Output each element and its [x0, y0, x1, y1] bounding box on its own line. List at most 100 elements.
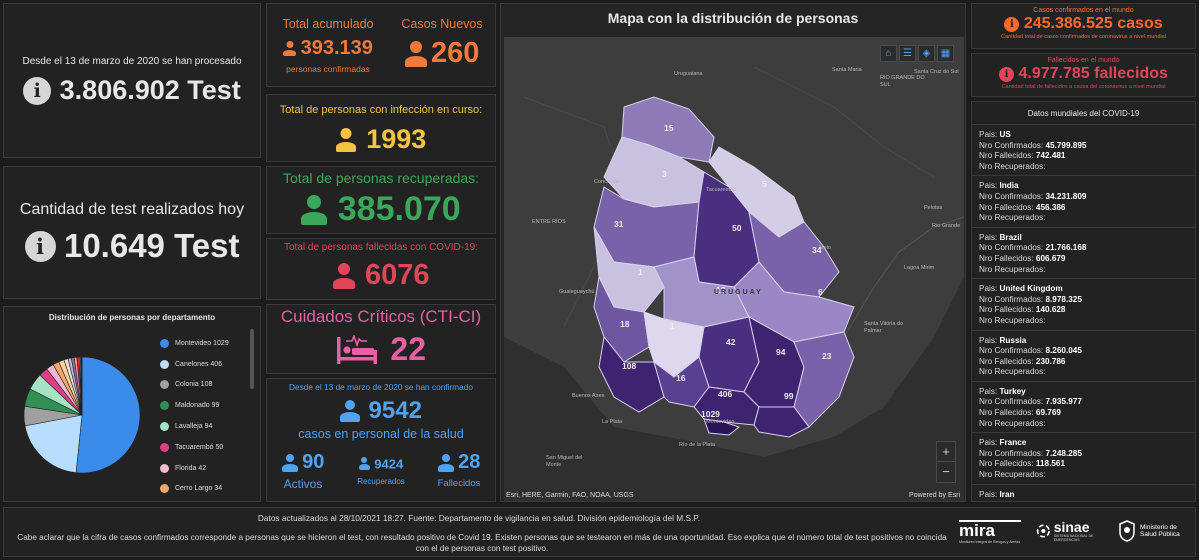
map-department-value[interactable]: 15 [664, 123, 674, 133]
legend-swatch [160, 484, 169, 494]
home-icon[interactable]: ⌂ [880, 45, 897, 62]
country-field-value: 8.260.045 [1045, 346, 1082, 356]
country-field-key: Nro Fallecidos: [979, 459, 1034, 469]
country-entry[interactable]: Pais: India Nro Confirmados: 34.231.809 Nr… [972, 176, 1195, 228]
tests-today-panel: Cantidad de test realizados hoy i 10.649… [3, 166, 261, 299]
department-pie-chart[interactable] [12, 345, 152, 485]
salud-activos-value: 90 [302, 451, 325, 473]
map-powered-by[interactable]: Powered by Esri [909, 492, 960, 499]
zoom-out-button[interactable]: − [942, 464, 950, 479]
world-list-panel: Datos mundiales del COVID-19 Pais: US Nro… [971, 101, 1196, 502]
country-entry[interactable]: Pais: France Nro Confirmados: 7.248.285 Nr… [972, 433, 1195, 485]
basemap-icon[interactable]: ▦ [937, 45, 954, 62]
country-entry[interactable]: Pais: US Nro Confirmados: 45.799.895 Nro F… [972, 125, 1195, 177]
pie-title: Distribución de personas por departament… [48, 313, 216, 322]
salud-fallecidos-value: 28 [458, 451, 481, 473]
country-field-key: Nro Confirmados: [979, 397, 1044, 407]
world-deaths-value: 4.977.785 fallecidos [1018, 65, 1168, 82]
map-department-value[interactable]: 16 [676, 373, 686, 383]
legend-item[interactable]: Paysandú 31 [160, 499, 250, 501]
map-department-value[interactable]: 5 [762, 179, 767, 189]
map-canvas [504, 66, 964, 501]
country-field-value: 7.248.285 [1045, 448, 1082, 458]
map-department-value[interactable]: 34 [812, 245, 822, 255]
country-field-key: Pais: [979, 181, 998, 191]
country-field-value: 140.628 [1035, 305, 1066, 315]
legend-item[interactable]: Lavalleja 94 [160, 416, 250, 437]
tests-today-caption: Cantidad de test realizados hoy [19, 201, 245, 218]
country-entry[interactable]: Pais: United Kingdom Nro Confirmados: 8.9… [972, 279, 1195, 331]
map-department-value[interactable]: 6 [818, 287, 823, 297]
pie-slice[interactable] [24, 414, 83, 474]
map-department-value[interactable]: 94 [776, 347, 786, 357]
pie-slice[interactable] [75, 356, 141, 474]
map-department-value[interactable]: 31 [614, 219, 624, 229]
map-department-value[interactable]: 23 [822, 351, 832, 361]
info-icon: i [999, 66, 1015, 82]
sinae-logo: sinae SISTEMA NACIONAL DE EMERGENCIAS [1036, 520, 1108, 542]
info-icon: i [23, 76, 52, 105]
salud-recuperados-value: 9424 [374, 456, 404, 472]
country-entry[interactable]: Pais: Russia Nro Confirmados: 8.260.045 Nr… [972, 331, 1195, 382]
country-field-key: Nro Confirmados: [979, 448, 1044, 458]
legend-item[interactable]: Canelones 406 [160, 354, 250, 375]
zoom-controls: + − [936, 441, 956, 483]
map-department-value[interactable]: 1 [670, 321, 675, 331]
country-field-key: Pais: [979, 284, 998, 294]
legend-item[interactable]: Montevideo 1029 [160, 333, 250, 354]
map-department-value[interactable]: 99 [784, 391, 794, 401]
map-department-value[interactable]: 1029 [701, 409, 720, 419]
country-field-key: Pais: [979, 232, 998, 242]
legend-item[interactable]: Tacuarembó 50 [160, 437, 250, 458]
country-field-key: Pais: [979, 335, 998, 345]
map-place-label: Uruguaiana [674, 71, 703, 77]
tests-today-value: 10.649 Test [63, 227, 240, 264]
country-entry[interactable]: Pais: IranNro Confirmados: 5.899.509Nro … [972, 485, 1195, 501]
cti-title: Cuidados Críticos (CTI-CI) [280, 307, 482, 326]
map-department-value[interactable]: 406 [718, 389, 733, 399]
country-field-key: Nro Recuperados: [979, 418, 1046, 428]
casos-nuevos-value: 260 [431, 37, 480, 69]
world-country-list[interactable]: Pais: US Nro Confirmados: 45.799.895 Nro F… [972, 125, 1195, 501]
world-cases-sub: Cantidad total de casos confirmados de c… [1001, 34, 1166, 41]
map-place-label: Santa Cruz do Sul [914, 69, 959, 75]
country-entry[interactable]: Pais: Brazil Nro Confirmados: 21.766.168 N… [972, 228, 1195, 280]
totals-panel: Total acumulado 393.139 personas confirm… [266, 3, 496, 87]
map-place-label: Rio Grande [932, 223, 961, 229]
map-department-value[interactable]: 1 [638, 267, 643, 277]
person-icon [301, 194, 328, 225]
map-place-label: Montevideo [706, 419, 735, 425]
map-department-value[interactable]: 42 [726, 337, 736, 347]
country-field-value: Brazil [999, 232, 1022, 242]
tests-total-caption: Desde el 13 de marzo de 2020 se han proc… [22, 56, 242, 67]
map-department-value[interactable]: 3 [662, 169, 667, 179]
map-view[interactable]: Uruguaiana Santa Maria RIO GRANDE DO SUL Sa… [504, 37, 964, 501]
legend-item[interactable]: Maldonado 99 [160, 395, 250, 416]
map-department-value[interactable]: 18 [620, 319, 630, 329]
country-field-key: Nro Confirmados: [979, 346, 1044, 356]
list-icon[interactable]: ☰ [899, 45, 916, 62]
world-list-title: Datos mundiales del COVID-19 [972, 109, 1195, 125]
map-department-value[interactable]: 12 [716, 285, 726, 295]
legend-item[interactable]: Cerro Largo 34 [160, 479, 250, 500]
country-field-value: 606.679 [1035, 253, 1066, 263]
legend-item[interactable]: Colonia 108 [160, 375, 250, 396]
map-department-value[interactable]: 50 [732, 223, 742, 233]
legend-swatch [160, 422, 169, 432]
country-field-key: Nro Fallecidos: [979, 253, 1034, 263]
person-icon [358, 457, 370, 471]
info-icon: i [24, 230, 56, 262]
world-cases-title: Casos confirmados en el mundo [1033, 7, 1134, 14]
country-entry[interactable]: Pais: Turkey Nro Confirmados: 7.935.977 Nr… [972, 382, 1195, 434]
person-icon [283, 41, 297, 56]
map-department-value[interactable]: 108 [622, 361, 637, 371]
legend-scrollbar[interactable] [250, 329, 254, 389]
sinae-logo-text: sinae [1053, 519, 1090, 535]
map-place-label: Tacuarembó [706, 187, 737, 193]
person-icon [404, 40, 427, 67]
legend-item[interactable]: Florida 42 [160, 458, 250, 479]
zoom-in-button[interactable]: + [937, 442, 955, 462]
country-field-value: 230.786 [1035, 356, 1066, 366]
layers-icon[interactable]: ◈ [918, 45, 935, 62]
legend-label: Montevideo 1029 [175, 339, 229, 347]
